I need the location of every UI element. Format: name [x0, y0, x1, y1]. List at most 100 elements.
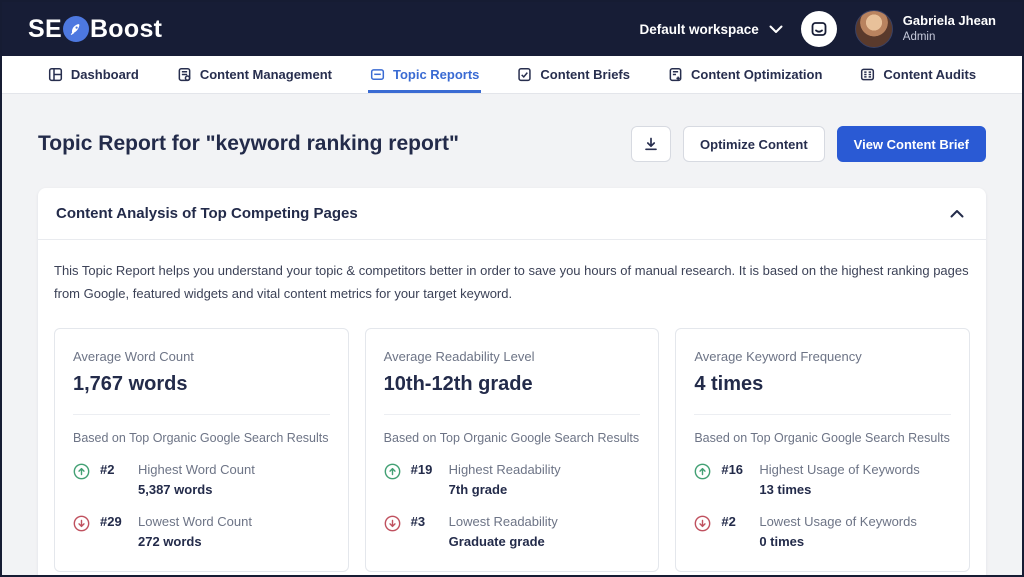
stat-card-word-count: Average Word Count 1,767 words Based on … — [54, 327, 349, 572]
dashboard-icon — [48, 67, 62, 82]
main-content: Topic Report for "keyword ranking report… — [2, 94, 1022, 575]
topic-reports-icon — [370, 69, 385, 80]
collapse-panel-button[interactable] — [946, 205, 968, 222]
metric-texts: Lowest Readability Graduate grade — [449, 514, 558, 549]
metric-value: 272 words — [138, 533, 202, 549]
metric-texts: Highest Readability 7th grade — [449, 462, 561, 497]
stat-value: 1,767 words — [73, 372, 188, 395]
stat-basis: Based on Top Organic Google Search Resul… — [73, 430, 329, 445]
stat-cards-row: Average Word Count 1,767 words Based on … — [54, 327, 971, 572]
panel-description: This Topic Report helps you understand y… — [54, 263, 969, 301]
arrow-down-circle-icon — [694, 515, 711, 531]
chevron-down-icon — [769, 25, 783, 33]
arrow-up-circle-icon — [73, 463, 90, 479]
arrow-up-circle-icon — [384, 463, 401, 479]
tab-label: Dashboard — [70, 67, 139, 82]
tab-content-briefs[interactable]: Content Briefs — [515, 56, 632, 93]
arrow-down-circle-icon — [73, 515, 90, 531]
download-icon — [645, 137, 657, 151]
metric-rank: #2 — [100, 461, 115, 477]
tab-dashboard[interactable]: Dashboard — [46, 56, 141, 93]
tab-label: Content Optimization — [690, 67, 823, 82]
chevron-up-icon — [950, 210, 964, 218]
main-nav: Dashboard Content Management Topic Repor… — [2, 56, 1022, 94]
stat-label: Average Keyword Frequency — [694, 348, 862, 364]
content-briefs-icon — [518, 67, 532, 82]
metric-label: Lowest Word Count — [138, 513, 252, 529]
arrow-up-circle-icon — [694, 463, 711, 479]
divider — [694, 413, 952, 415]
user-name: Gabriela Jhean — [902, 13, 996, 29]
tab-label: Content Briefs — [540, 67, 630, 82]
user-info: Gabriela Jhean Admin — [903, 12, 996, 45]
metric-value: 13 times — [759, 481, 812, 497]
tab-label: Topic Reports — [392, 67, 480, 82]
metric-value: Graduate grade — [448, 533, 545, 549]
arrow-down-circle-icon — [384, 515, 401, 531]
view-content-brief-button[interactable]: View Content Brief — [836, 126, 986, 162]
stat-basis: Based on Top Organic Google Search Resul… — [383, 430, 640, 445]
metric-value: 7th grade — [448, 481, 508, 497]
content-audits-icon — [861, 68, 875, 81]
metric-texts: Lowest Usage of Keywords 0 times — [759, 514, 917, 549]
download-button[interactable] — [631, 126, 672, 162]
tab-content-optimization[interactable]: Content Optimization — [666, 56, 824, 93]
stat-value: 4 times — [694, 372, 764, 395]
optimize-content-button[interactable]: Optimize Content — [683, 126, 825, 162]
metric-rank: #29 — [100, 513, 122, 529]
logo-text-left: SE — [28, 14, 62, 43]
tab-topic-reports[interactable]: Topic Reports — [367, 56, 482, 93]
title-actions: Optimize Content View Content Brief — [631, 126, 986, 162]
user-avatar[interactable] — [854, 10, 893, 48]
stat-card-keyword-frequency: Average Keyword Frequency 4 times Based … — [675, 327, 971, 572]
metric-low: #2 Lowest Usage of Keywords 0 times — [694, 514, 951, 549]
rocket-icon — [62, 16, 89, 42]
stat-card-readability: Average Readability Level 10th-12th grad… — [364, 327, 660, 572]
panel-body: This Topic Report helps you understand y… — [38, 240, 986, 575]
divider — [383, 413, 641, 415]
stat-label: Average Word Count — [73, 348, 194, 364]
metric-label: Lowest Usage of Keywords — [759, 513, 917, 529]
metric-high: #2 Highest Word Count 5,387 words — [73, 462, 330, 497]
seoboost-logo: SE Boost — [28, 15, 162, 44]
metric-label: Lowest Readability — [448, 513, 558, 529]
metric-label: Highest Readability — [448, 461, 561, 477]
panel-title: Content Analysis of Top Competing Pages — [56, 205, 358, 222]
metric-low: #29 Lowest Word Count 272 words — [73, 514, 330, 549]
workspace-selector[interactable]: Default workspace — [639, 22, 783, 37]
metric-texts: Highest Usage of Keywords 13 times — [759, 462, 919, 497]
content-management-icon — [178, 67, 191, 82]
metric-texts: Lowest Word Count 272 words — [138, 514, 252, 549]
metric-label: Highest Word Count — [138, 461, 255, 477]
tab-label: Content Audits — [883, 67, 977, 82]
user-role: Admin — [902, 31, 936, 44]
metric-low: #3 Lowest Readability Graduate grade — [384, 514, 641, 549]
tab-label: Content Management — [199, 67, 332, 82]
metric-rank: #2 — [721, 513, 736, 529]
user-box[interactable]: Gabriela Jhean Admin — [854, 10, 996, 48]
tab-content-management[interactable]: Content Management — [175, 56, 334, 93]
stat-basis: Based on Top Organic Google Search Resul… — [694, 430, 950, 445]
metric-label: Highest Usage of Keywords — [759, 461, 920, 477]
page-title: Topic Report for "keyword ranking report… — [38, 132, 459, 155]
content-analysis-panel: Content Analysis of Top Competing Pages … — [38, 188, 986, 575]
content-optimization-icon — [669, 67, 682, 82]
metric-rank: #16 — [721, 461, 744, 477]
tab-content-audits[interactable]: Content Audits — [858, 56, 978, 93]
divider — [73, 413, 330, 415]
top-bar: SE Boost Default workspace — [2, 2, 1022, 56]
title-row: Topic Report for "keyword ranking report… — [38, 126, 986, 162]
stat-value: 10th-12th grade — [383, 372, 533, 395]
metric-rank: #3 — [410, 513, 426, 529]
top-bar-right: Default workspace Gabriela Jhean Admin — [639, 10, 996, 48]
metric-high: #16 Highest Usage of Keywords 13 times — [694, 462, 951, 497]
panel-header: Content Analysis of Top Competing Pages — [38, 188, 986, 240]
messenger-button[interactable] — [800, 11, 837, 47]
stat-label: Average Readability Level — [383, 348, 535, 364]
metric-rank: #19 — [410, 461, 433, 477]
metric-value: 5,387 words — [138, 481, 213, 497]
logo-text-right: Boost — [89, 14, 163, 43]
messenger-icon — [811, 22, 827, 36]
metric-texts: Highest Word Count 5,387 words — [138, 462, 255, 497]
